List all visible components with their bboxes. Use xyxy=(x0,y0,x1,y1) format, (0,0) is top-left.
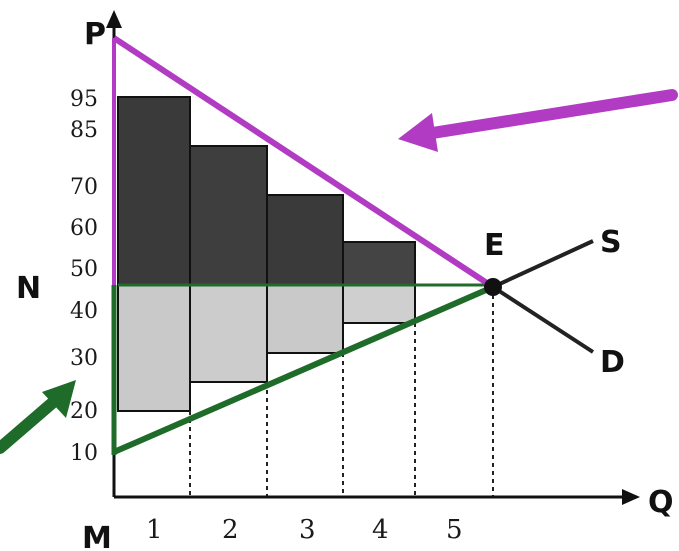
y-tick-60: 60 xyxy=(70,216,98,241)
producer-block-3 xyxy=(267,285,343,353)
consumer-block-4 xyxy=(343,242,415,285)
y-tick-95: 95 xyxy=(70,87,98,112)
y-tick-labels: 95 85 70 60 50 40 30 20 10 xyxy=(70,87,98,466)
consumer-block-1 xyxy=(118,97,190,285)
y-tick-85: 85 xyxy=(70,118,98,143)
x-tick-2: 2 xyxy=(222,515,239,545)
green-arrow-icon xyxy=(0,380,76,448)
purple-arrow-icon xyxy=(398,95,672,152)
y-tick-10: 10 xyxy=(70,441,98,466)
y-tick-30: 30 xyxy=(70,346,98,371)
demand-label: D xyxy=(600,345,625,380)
x-tick-5: 5 xyxy=(446,515,463,545)
origin-label: M xyxy=(82,521,112,551)
quantity-axis-label: Q xyxy=(648,485,674,520)
equilibrium-label: E xyxy=(484,228,505,263)
consumer-surplus-blocks xyxy=(118,97,415,285)
equilibrium-point xyxy=(484,278,502,296)
consumer-block-2 xyxy=(190,146,267,285)
producer-block-1 xyxy=(118,285,190,411)
consumer-block-3 xyxy=(267,195,343,285)
x-tick-4: 4 xyxy=(372,515,389,545)
y-tick-20: 20 xyxy=(70,399,98,424)
producer-block-2 xyxy=(190,285,267,382)
supply-label: S xyxy=(600,225,622,260)
y-tick-70: 70 xyxy=(70,175,98,200)
x-tick-3: 3 xyxy=(299,515,316,545)
x-tick-labels: 1 2 3 4 5 xyxy=(146,515,463,545)
x-tick-1: 1 xyxy=(146,515,163,545)
price-axis-label: P xyxy=(84,17,106,52)
producer-block-4 xyxy=(343,285,415,323)
intercept-label: N xyxy=(16,271,41,306)
supply-extension xyxy=(493,241,593,287)
demand-extension xyxy=(493,287,593,352)
y-tick-50: 50 xyxy=(70,257,98,282)
y-tick-40: 40 xyxy=(70,299,98,324)
